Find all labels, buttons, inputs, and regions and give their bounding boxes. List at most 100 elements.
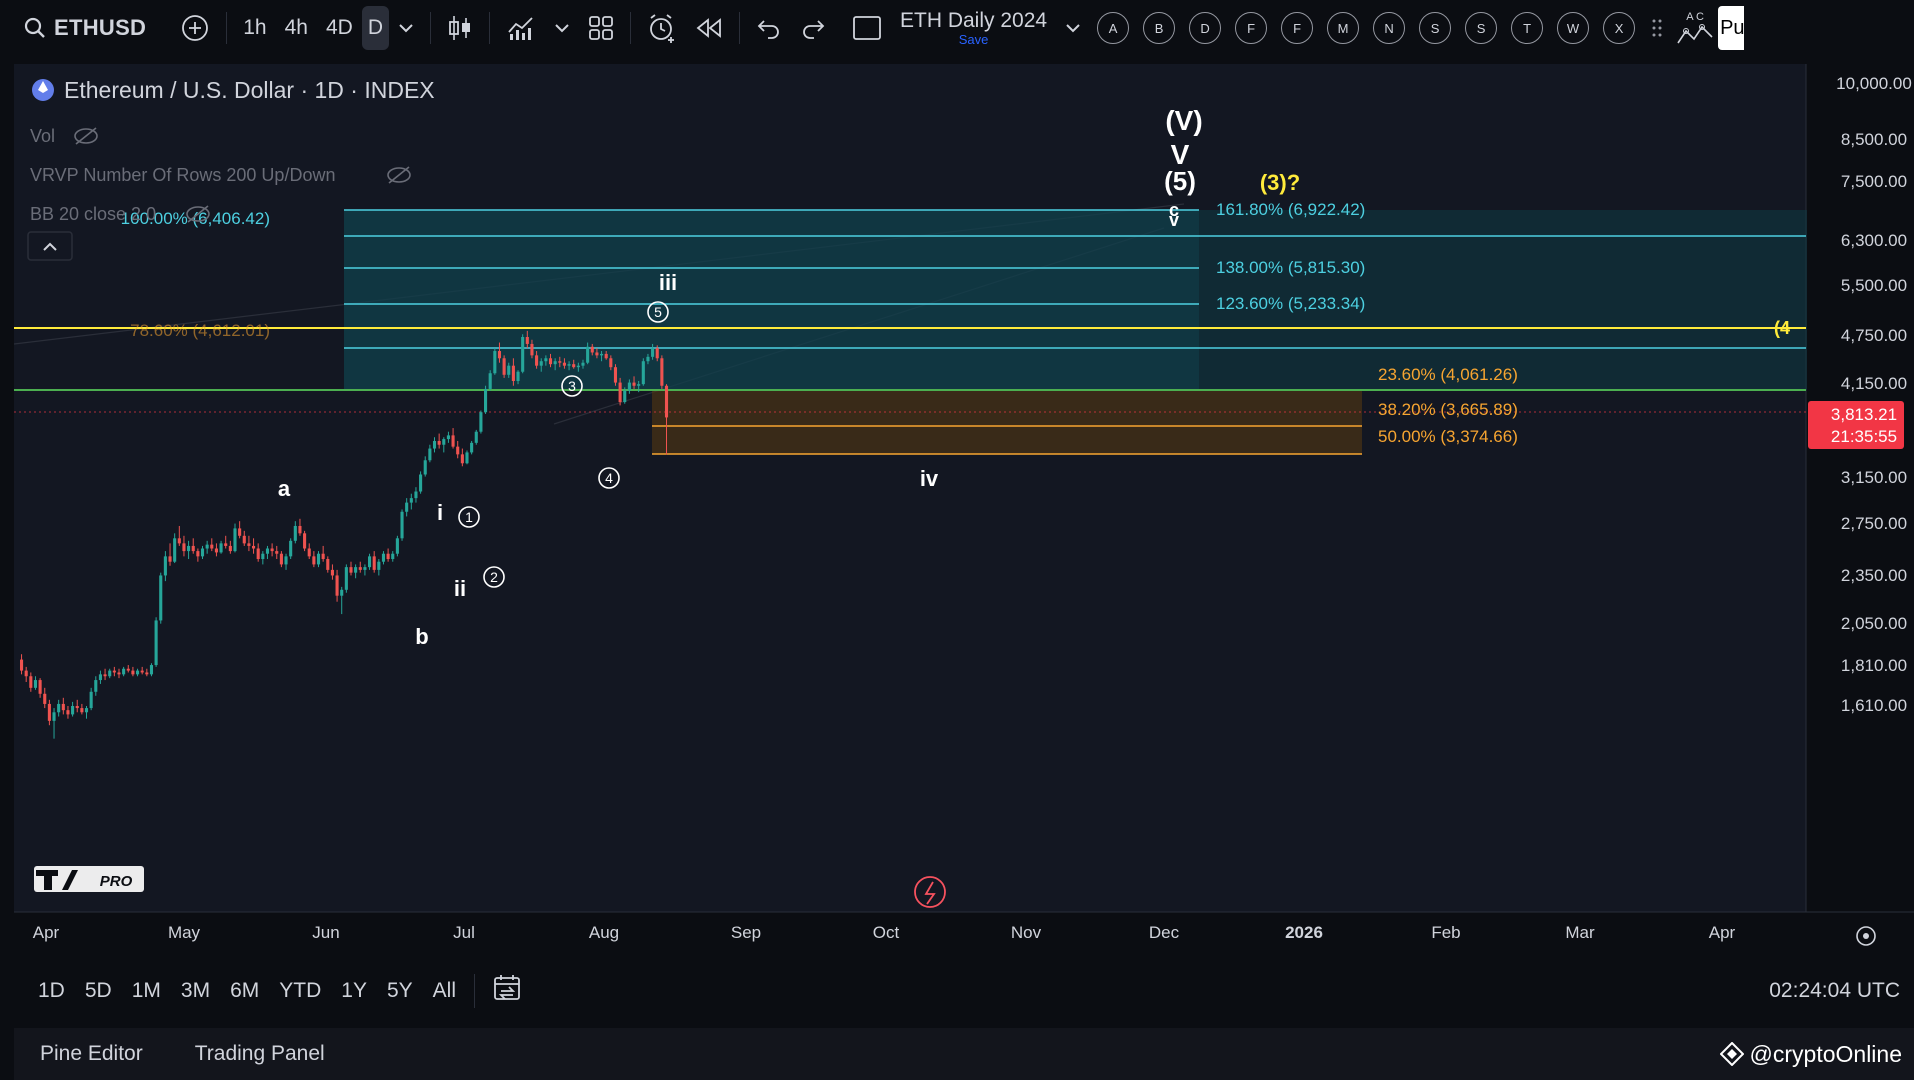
drag-handle[interactable]: [1642, 6, 1672, 50]
fullscreen-button[interactable]: [843, 6, 891, 50]
shortcut-button-4[interactable]: F: [1281, 12, 1314, 44]
range-1m[interactable]: 1M: [131, 979, 161, 1002]
candle-body: [437, 440, 441, 445]
shortcut-button-3[interactable]: F: [1235, 12, 1268, 44]
candle-body: [502, 358, 506, 375]
candle-body: [284, 556, 288, 565]
redo-button[interactable]: [791, 6, 835, 50]
range-3m[interactable]: 3M: [180, 979, 211, 1002]
interval-4d[interactable]: 4D: [317, 6, 362, 50]
collapse-legend-button[interactable]: [27, 231, 73, 261]
chart-type-button[interactable]: [438, 6, 482, 50]
candle-body: [664, 385, 669, 418]
candle-body: [460, 454, 464, 464]
shortcut-button-9[interactable]: T: [1511, 12, 1544, 44]
candle-body: [61, 703, 65, 711]
interval-label: 1h: [243, 16, 267, 39]
layout-name-button[interactable]: ETH Daily 2024 Save: [891, 6, 1056, 50]
publish-label: Pu: [1720, 16, 1745, 39]
shortcut-button-1[interactable]: B: [1143, 12, 1176, 44]
candle-body: [567, 364, 571, 366]
interval-1h[interactable]: 1h: [234, 6, 275, 50]
fib-label: 123.60% (5,233.34): [1216, 294, 1365, 313]
shortcut-button-8[interactable]: S: [1465, 12, 1498, 44]
candle-body: [224, 543, 228, 546]
range-6m[interactable]: 6M: [230, 979, 260, 1002]
undo-button[interactable]: [747, 6, 791, 50]
symbol-search[interactable]: ETHUSD: [0, 6, 155, 50]
shortcut-button-10[interactable]: W: [1557, 12, 1590, 44]
shortcut-button-7[interactable]: S: [1419, 12, 1452, 44]
chevron-down-icon: [555, 24, 569, 33]
wave-circle-number: 4: [605, 470, 613, 486]
indicators-dropdown[interactable]: [545, 6, 579, 50]
candle-body: [465, 452, 469, 464]
interval-dropdown[interactable]: [389, 6, 423, 50]
time-axis-label: Oct: [873, 923, 900, 942]
chart-background: [14, 64, 1914, 957]
shortcut-button-2[interactable]: D: [1189, 12, 1222, 44]
hidden-eye-icon[interactable]: [186, 206, 210, 222]
wave-label: i: [437, 500, 443, 525]
candle-body: [604, 353, 608, 359]
tab-trading-panel[interactable]: Trading Panel: [194, 1042, 325, 1065]
candle-body: [344, 567, 348, 590]
price-chart[interactable]: 100.00% (6,406.42) 78.60% (4,612.01) 161.8…: [14, 64, 1914, 957]
compare-symbol-button[interactable]: [171, 6, 219, 50]
publish-button[interactable]: Pu: [1718, 6, 1745, 50]
hidden-eye-icon[interactable]: [74, 128, 98, 144]
top-toolbar: ETHUSD 1h 4h 4D D ETH Daily 2024: [0, 0, 1914, 56]
candle-body: [228, 545, 232, 552]
current-price-tag: [1808, 401, 1904, 449]
candle-body: [52, 712, 56, 721]
wave-circle: [483, 566, 505, 588]
fib-label: 100.00% (6,406.42): [121, 209, 270, 228]
candle-body: [29, 676, 33, 688]
candle-body: [414, 491, 418, 499]
wave-label: V: [1171, 139, 1190, 170]
candle-body: [627, 382, 631, 391]
shortcut-button-6[interactable]: N: [1373, 12, 1406, 44]
settings-gear-icon-center[interactable]: [1863, 933, 1869, 939]
settings-gear-icon[interactable]: [1856, 926, 1876, 946]
layout-dropdown[interactable]: [1056, 6, 1090, 50]
price-axis-label: 5,500.00: [1841, 276, 1907, 295]
candle-body: [256, 548, 260, 560]
candle-body: [196, 551, 200, 557]
candle-body: [270, 548, 274, 552]
range-5d[interactable]: 5D: [84, 979, 112, 1002]
range-1y[interactable]: 1Y: [341, 979, 367, 1002]
interval-4h[interactable]: 4h: [276, 6, 317, 50]
legend-indicator: BB 20 close 2 0: [30, 204, 156, 224]
event-lightning-icon[interactable]: [914, 876, 946, 908]
toolbar-separator: [489, 12, 490, 44]
candle-body: [600, 353, 604, 356]
chart-area[interactable]: 100.00% (6,406.42) 78.60% (4,612.01) 161.8…: [14, 64, 1914, 957]
strategy-tools-button[interactable]: A C: [1672, 6, 1718, 50]
range-all[interactable]: All: [432, 979, 456, 1002]
wave-label: iv: [920, 466, 939, 491]
candle-body: [609, 358, 613, 368]
hidden-eye-icon[interactable]: [387, 167, 411, 183]
range-ytd[interactable]: YTD: [279, 979, 322, 1002]
tab-pine-editor[interactable]: Pine Editor: [40, 1042, 143, 1065]
candle-body: [409, 498, 413, 503]
candle-body: [354, 567, 358, 573]
shortcut-button-5[interactable]: M: [1327, 12, 1360, 44]
shortcut-button-0[interactable]: A: [1097, 12, 1130, 44]
alert-button[interactable]: [638, 6, 686, 50]
price-axis-label: 4,750.00: [1841, 326, 1907, 345]
range-1d[interactable]: 1D: [38, 979, 65, 1002]
layouts-button[interactable]: [579, 6, 623, 50]
interval-d[interactable]: D: [361, 6, 389, 50]
interval-label: 4D: [325, 16, 353, 39]
goto-date-button[interactable]: [483, 974, 533, 1008]
replay-button[interactable]: [686, 6, 732, 50]
range-5y[interactable]: 5Y: [386, 979, 413, 1002]
utc-clock[interactable]: 02:24:04 UTC: [1769, 979, 1900, 1002]
candle-body: [187, 545, 191, 552]
indicators-button[interactable]: [497, 6, 545, 50]
wave-circle-number: 1: [465, 509, 473, 525]
watermark-text: @cryptoOnline: [1749, 1040, 1902, 1067]
shortcut-button-11[interactable]: X: [1603, 12, 1636, 44]
